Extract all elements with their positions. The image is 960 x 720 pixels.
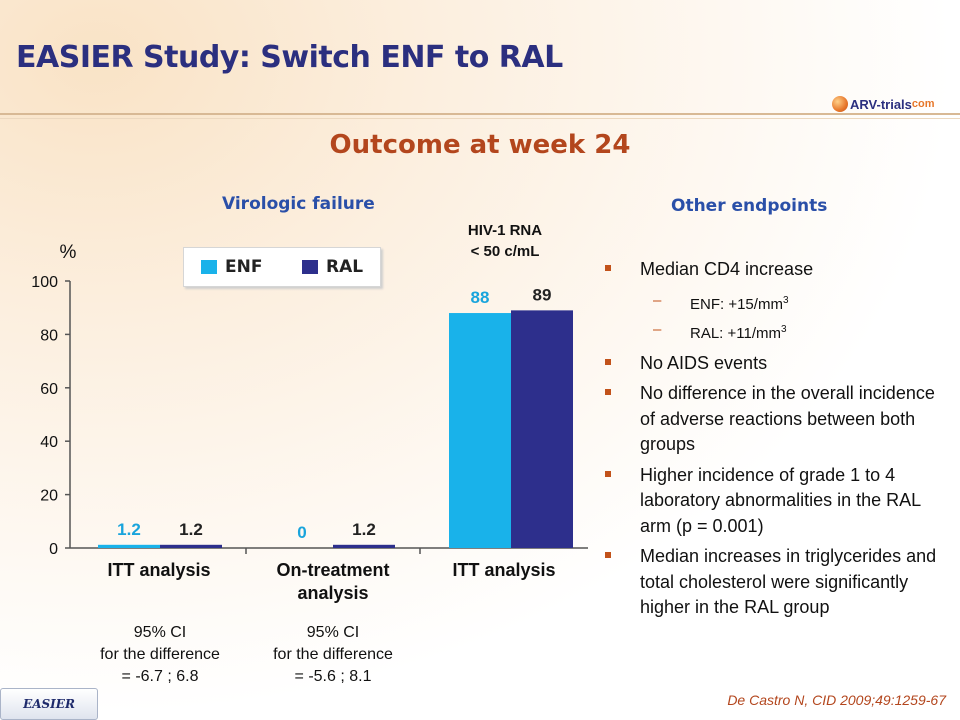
title-divider (0, 113, 960, 115)
bar-ral (511, 310, 573, 548)
y-tick-label: 100 (31, 274, 58, 291)
ci-itt-line1: 95% CI (133, 624, 187, 641)
data-label-ral: 1.2 (352, 520, 376, 539)
ci-ot-line3: = -5.6 ; 8.1 (294, 668, 372, 685)
data-label-enf: 0 (297, 523, 306, 542)
category-label-on-treatment-line1: On-treatment (276, 560, 390, 580)
y-axis-unit: % (60, 242, 77, 263)
category-label-itt-2: ITT analysis (419, 559, 589, 582)
logo-text: ARV-trials (850, 96, 912, 112)
bar-enf (98, 544, 160, 548)
logo-suffix: com (911, 98, 935, 110)
data-label-ral: 1.2 (179, 520, 203, 539)
endpoint-text: No AIDS events (640, 352, 768, 373)
bar-ral (160, 544, 222, 548)
bar-ral (333, 544, 395, 548)
y-tick-label: 0 (49, 541, 58, 558)
legend-item-ral: RAL (302, 257, 363, 277)
endpoint-item: No AIDS events (605, 351, 950, 377)
endpoint-item: Median CD4 increase (605, 257, 950, 283)
arv-trials-logo: ARV-trials com (832, 94, 935, 114)
ci-itt-line3: = -6.7 ; 6.8 (121, 668, 199, 685)
endpoint-text: Median CD4 increase (640, 259, 814, 279)
title-divider-thin (0, 118, 960, 119)
legend-swatch-ral (302, 260, 318, 274)
ci-block-itt: 95% CI for the difference = -6.7 ; 6.8 (65, 622, 255, 688)
citation: De Castro N, CID 2009;49:1259-67 (727, 692, 946, 708)
virologic-failure-heading: Virologic failure (222, 194, 375, 214)
endpoint-text: Median increases in triglycerides and to… (640, 546, 937, 617)
study-badge: EASIER (0, 688, 98, 720)
endpoint-item: Higher incidence of grade 1 to 4 laborat… (605, 463, 950, 540)
ci-ot-line1: 95% CI (306, 624, 360, 641)
bar-enf (449, 313, 511, 548)
square-bullet-icon (605, 389, 611, 395)
slide-subtitle: Outcome at week 24 (329, 130, 631, 160)
endpoint-subitem-enf: – ENF: +15/mm3 (605, 288, 950, 317)
endpoint-item: Median increases in triglycerides and to… (605, 544, 950, 621)
y-tick-label: 60 (40, 381, 58, 398)
ci-ot-line2: for the difference (273, 646, 393, 663)
data-label-ral: 89 (533, 285, 552, 304)
other-endpoints-list: Median CD4 increase – ENF: +15/mm3 – RAL… (605, 257, 950, 626)
square-bullet-icon (605, 265, 611, 271)
legend-item-enf: ENF (201, 257, 262, 277)
slide-title: EASIER Study: Switch ENF to RAL (16, 40, 563, 75)
category-label-on-treatment: On-treatment analysis (248, 559, 418, 605)
endpoint-text: No difference in the overall incidence o… (640, 383, 935, 454)
endpoint-subitem-text: RAL: +11/mm (690, 324, 782, 342)
square-bullet-icon (605, 470, 611, 477)
square-bullet-icon (605, 358, 611, 365)
data-label-enf: 88 (471, 288, 490, 307)
endpoint-subitem-text: ENF: +15/mm (690, 295, 783, 313)
square-bullet-icon (605, 552, 611, 558)
hiv-rna-label-line1: HIV-1 RNA (467, 222, 543, 239)
logo-mark-icon (832, 96, 848, 112)
chart-legend: ENF RAL (183, 247, 381, 287)
category-label-itt-1: ITT analysis (74, 559, 244, 582)
hiv-rna-label: HIV-1 RNA < 50 c/mL (440, 220, 570, 262)
superscript: 3 (782, 294, 789, 306)
endpoint-text: Higher incidence of grade 1 to 4 laborat… (640, 464, 921, 536)
other-endpoints-heading: Other endpoints (671, 196, 828, 216)
y-tick-label: 20 (40, 488, 58, 505)
category-label-itt-2-line1: ITT analysis (452, 560, 556, 580)
superscript: 3 (781, 323, 787, 335)
category-label-on-treatment-line2: analysis (297, 583, 369, 603)
category-label-itt-1-line1: ITT analysis (107, 560, 211, 580)
dash-bullet-icon: – (653, 320, 662, 338)
legend-swatch-enf (201, 260, 217, 274)
y-tick-label: 80 (40, 327, 58, 344)
y-tick-label: 40 (40, 434, 58, 451)
dash-bullet-icon: – (653, 291, 662, 309)
ci-itt-line2: for the difference (100, 646, 220, 663)
hiv-rna-label-line2: < 50 c/mL (470, 243, 540, 260)
ci-block-on-treatment: 95% CI for the difference = -5.6 ; 8.1 (238, 622, 428, 688)
endpoint-subitem-ral: – RAL: +11/mm3 (605, 317, 950, 346)
legend-label-enf: ENF (225, 257, 263, 277)
endpoint-item: No difference in the overall incidence o… (605, 381, 950, 458)
legend-label-ral: RAL (326, 257, 364, 277)
data-label-enf: 1.2 (117, 520, 141, 539)
